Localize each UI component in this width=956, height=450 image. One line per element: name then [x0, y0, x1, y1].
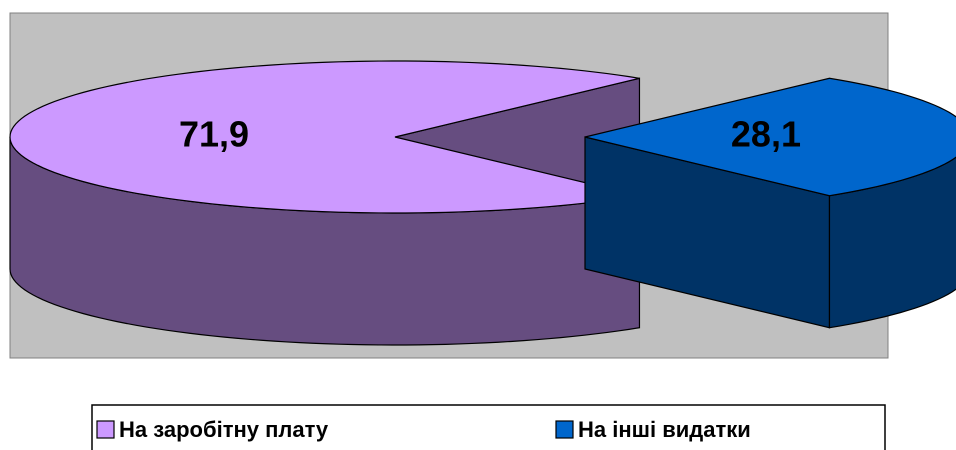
slice-top: [584, 77, 956, 197]
legend-swatch: [555, 420, 574, 439]
legend-swatch: [96, 420, 115, 439]
data-label: 28,1: [731, 114, 801, 155]
slice-top: [9, 60, 640, 214]
data-label: 71,9: [179, 114, 249, 155]
legend: [91, 404, 886, 450]
legend-label: На інші видатки: [578, 417, 751, 442]
legend-label: На заробітну плату: [119, 417, 329, 442]
legend-items: На заробітну плату На інші видатки: [96, 417, 751, 442]
pie: 71,9 28,1: [9, 60, 956, 346]
